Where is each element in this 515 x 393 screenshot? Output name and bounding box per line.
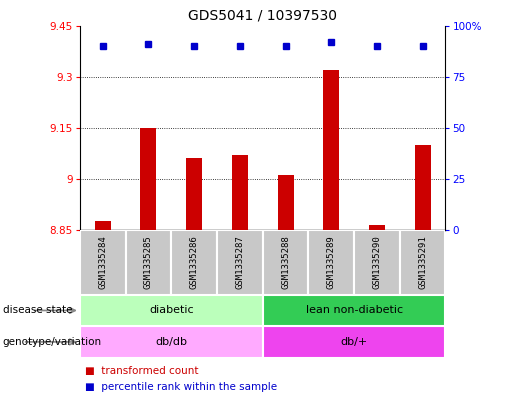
Text: disease state: disease state <box>3 305 72 316</box>
Bar <box>308 230 354 295</box>
Bar <box>354 230 400 295</box>
Title: GDS5041 / 10397530: GDS5041 / 10397530 <box>188 9 337 23</box>
Text: ■  percentile rank within the sample: ■ percentile rank within the sample <box>85 382 277 392</box>
Text: GSM1335291: GSM1335291 <box>418 235 427 289</box>
Bar <box>141 128 157 230</box>
Bar <box>263 326 445 358</box>
Bar <box>126 230 171 295</box>
Text: GSM1335289: GSM1335289 <box>327 235 336 289</box>
Text: GSM1335284: GSM1335284 <box>98 235 107 289</box>
Text: diabetic: diabetic <box>149 305 194 316</box>
Bar <box>186 158 202 230</box>
Bar <box>171 230 217 295</box>
Text: db/+: db/+ <box>340 337 368 347</box>
Bar <box>415 145 431 230</box>
Bar <box>263 230 308 295</box>
Text: GSM1335288: GSM1335288 <box>281 235 290 289</box>
Text: GSM1335285: GSM1335285 <box>144 235 153 289</box>
Bar <box>369 225 385 230</box>
Bar <box>278 175 294 230</box>
Text: GSM1335286: GSM1335286 <box>190 235 199 289</box>
Bar <box>217 230 263 295</box>
Bar <box>400 230 445 295</box>
Bar <box>95 221 111 230</box>
Bar <box>263 295 445 326</box>
Text: lean non-diabetic: lean non-diabetic <box>305 305 403 316</box>
Text: db/db: db/db <box>155 337 187 347</box>
Bar <box>323 70 339 230</box>
Text: GSM1335290: GSM1335290 <box>372 235 382 289</box>
Text: GSM1335287: GSM1335287 <box>235 235 244 289</box>
Bar <box>80 326 263 358</box>
Text: ■  transformed count: ■ transformed count <box>85 366 198 376</box>
Bar <box>232 155 248 230</box>
Bar <box>80 295 263 326</box>
Text: genotype/variation: genotype/variation <box>3 337 101 347</box>
Bar <box>80 230 126 295</box>
